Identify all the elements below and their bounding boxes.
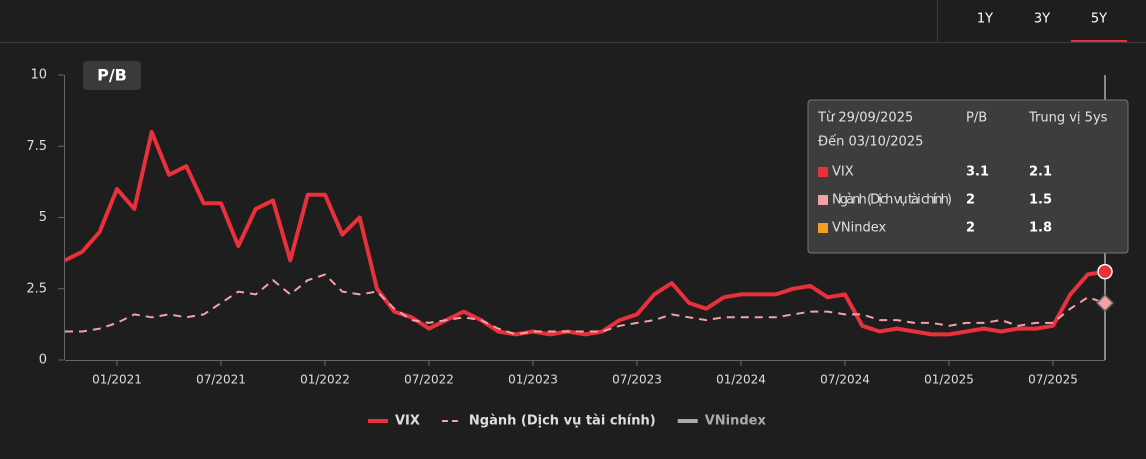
tooltip: Từ 29/09/2025 Đến 03/10/2025 P/B Trung v… [807,99,1129,254]
x-tick-label: 01/2024 [716,373,766,387]
x-tick-label: 07/2025 [1028,373,1078,387]
tooltip-swatch [818,167,828,177]
series-line [64,130,1106,337]
tab[interactable]: 5Y [1091,12,1107,27]
x-tick-label: 07/2023 [612,373,662,387]
y-tick-label: 10 [30,68,47,83]
tooltip-value: 1.8 [1029,221,1052,236]
legend-label[interactable]: VNindex [705,414,767,429]
y-tick-label: 2.5 [26,281,47,296]
tooltip-header: P/B [966,111,987,126]
tooltip-from: Từ 29/09/2025 [817,111,913,126]
legend: VIX Ngành (Dịch vụ tài chính) VNindex [368,414,766,429]
tooltip-series: VIX [832,165,854,180]
series-line [65,273,1106,336]
plot: 0 2.5 5 7.5 10 01/2021 07/2021 01/2022 07/2022 01… [26,68,1115,387]
x-tick-label: 07/2021 [196,373,246,387]
tab[interactable]: 3Y [1034,12,1050,27]
x-tick-label: 07/2024 [820,373,870,387]
tooltip-to: Đến 03/10/2025 [818,135,923,150]
legend-label[interactable]: Ngành (Dịch vụ tài chính) [469,414,656,429]
y-tick-label: 0 [39,353,47,368]
end-marker [1097,263,1113,280]
tab[interactable]: 1Y [977,12,993,27]
end-marker [1095,293,1115,313]
tooltip-value: 2 [966,221,975,236]
title-badge [83,61,141,90]
tooltip-box [807,99,1129,254]
tooltip-value: 2 [966,193,975,208]
tab-bar: 1Y 3Y 5Y [977,12,1127,42]
y-tick-label: 7.5 [26,139,47,154]
x-tick-label: 01/2022 [300,373,350,387]
x-tick-label: 01/2023 [508,373,558,387]
tooltip-value: 3.1 [966,165,989,180]
tooltip-swatch [818,195,828,205]
x-tick-label: 01/2021 [92,373,142,387]
x-tick-label: 01/2025 [924,373,974,387]
x-tick-label: 07/2022 [404,373,454,387]
tooltip-swatch [818,223,828,233]
tooltip-series: VNindex [832,221,886,236]
tooltip-series: Ngành (Dịch vụ tài chính) [832,193,952,208]
legend-label[interactable]: VIX [395,414,420,429]
chart-title: P/B [97,66,127,85]
tooltip-header: Trung vị 5ys [1028,111,1108,126]
tooltip-value: 1.5 [1029,193,1052,208]
tooltip-value: 2.1 [1029,165,1052,180]
y-tick-label: 5 [39,210,47,225]
